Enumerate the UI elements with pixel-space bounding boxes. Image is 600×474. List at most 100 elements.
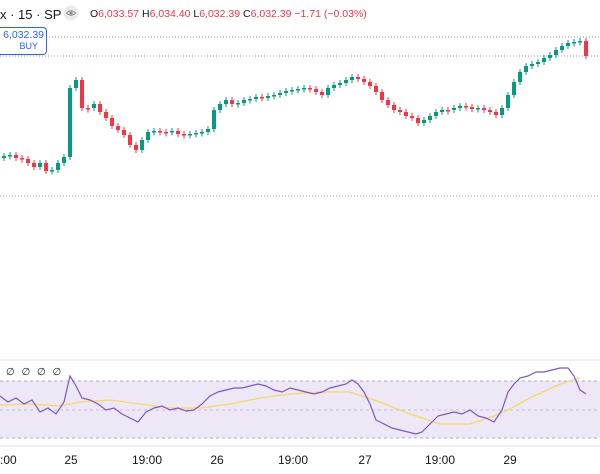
candle-body <box>512 82 516 95</box>
candle-body <box>380 92 384 100</box>
candle-body <box>368 82 372 86</box>
candle-body <box>506 95 510 108</box>
candle-body <box>68 88 72 157</box>
candle-body <box>296 89 300 91</box>
candle-body <box>206 129 210 132</box>
candle-body <box>110 118 114 126</box>
candle-body <box>146 132 150 140</box>
candle-body <box>338 83 342 85</box>
candle-body <box>422 120 426 123</box>
candle-body <box>584 41 588 56</box>
candle-body <box>440 110 444 112</box>
candle-body <box>332 85 336 88</box>
candle-body <box>446 110 450 112</box>
buy-price[interactable]: 6,032.39 <box>3 29 44 41</box>
buy-button[interactable] <box>0 27 47 55</box>
candle-body <box>578 41 582 43</box>
candle-body <box>404 112 408 116</box>
buy-label[interactable]: BUY <box>19 41 38 51</box>
candle-body <box>98 104 102 112</box>
time-axis-label: 19:00 <box>131 453 163 467</box>
candle-body <box>410 116 414 118</box>
eye-icon[interactable] <box>63 5 79 21</box>
candle-body <box>38 163 42 167</box>
candle-body <box>398 110 402 112</box>
candle-body <box>458 106 462 108</box>
candle-body <box>542 58 546 62</box>
candle-body <box>62 157 66 163</box>
candle-body <box>242 100 246 103</box>
candle-body <box>302 88 306 90</box>
candle-body <box>482 108 486 110</box>
candle-body <box>524 66 528 72</box>
candle-body <box>116 126 120 130</box>
candle-body <box>128 135 132 145</box>
time-axis-label: 19:00 <box>424 453 456 467</box>
candle-body <box>560 46 564 50</box>
candle-body <box>32 163 36 167</box>
open-value: 6,033.57 <box>98 8 140 20</box>
candle-body <box>476 108 480 110</box>
candle-body <box>260 97 264 99</box>
candle-body <box>488 110 492 112</box>
time-axis-label: 26 <box>210 453 224 467</box>
candle-body <box>386 100 390 105</box>
ohlc-readout: O6,033.57 H6,034.40 L6,032.39 C6,032.39 … <box>90 8 367 20</box>
time-axis-label: :00 <box>0 453 17 467</box>
candle-body <box>74 80 78 88</box>
candle-body <box>536 62 540 64</box>
candle-body <box>572 42 576 44</box>
symbol-title[interactable]: x · 15 · SP <box>0 7 62 22</box>
candle-body <box>164 132 168 134</box>
candle-body <box>122 130 126 135</box>
candle-body <box>236 103 240 105</box>
candle-body <box>548 55 552 58</box>
candle-body <box>350 77 354 80</box>
candle-body <box>218 104 222 110</box>
candle-body <box>266 96 270 98</box>
rsi-ma-line <box>0 377 581 425</box>
candle-body <box>272 95 276 97</box>
candle-body <box>134 145 138 150</box>
candle-body <box>428 116 432 120</box>
time-axis-label: 27 <box>358 453 372 467</box>
candle-body <box>56 163 60 170</box>
candle-body <box>284 91 288 93</box>
candle-body <box>248 99 252 101</box>
candle-body <box>566 43 570 46</box>
candle-body <box>494 112 498 115</box>
candle-body <box>470 107 474 109</box>
candle-body <box>416 118 420 123</box>
candle-body <box>2 156 6 158</box>
candle-body <box>176 131 180 134</box>
candle-body <box>86 108 90 110</box>
candle-body <box>20 158 24 160</box>
candle-body <box>374 86 378 92</box>
candle-body <box>80 80 84 108</box>
candle-body <box>314 89 318 92</box>
rsi-values: ∅ ∅ ∅ ∅ <box>6 367 64 378</box>
candle-body <box>104 112 108 118</box>
candle-body <box>554 50 558 55</box>
candle-body <box>392 105 396 110</box>
candle-body <box>92 104 96 108</box>
candle-body <box>230 100 234 104</box>
candle-body <box>224 100 228 104</box>
candles-layer <box>2 38 588 175</box>
candle-body <box>362 79 366 82</box>
candle-body <box>8 155 12 157</box>
candle-body <box>212 110 216 129</box>
candle-body <box>308 88 312 90</box>
high-value: 6,034.40 <box>149 8 191 20</box>
rsi-line <box>0 367 587 435</box>
candle-body <box>500 108 504 115</box>
candle-body <box>140 140 144 150</box>
candle-body <box>14 155 18 158</box>
low-label: L <box>193 8 200 20</box>
time-axis-label: 29 <box>503 453 517 467</box>
candle-body <box>182 134 186 136</box>
candle-body <box>344 80 348 83</box>
time-axis-label: 19:00 <box>277 453 309 467</box>
candle-body <box>152 131 156 133</box>
